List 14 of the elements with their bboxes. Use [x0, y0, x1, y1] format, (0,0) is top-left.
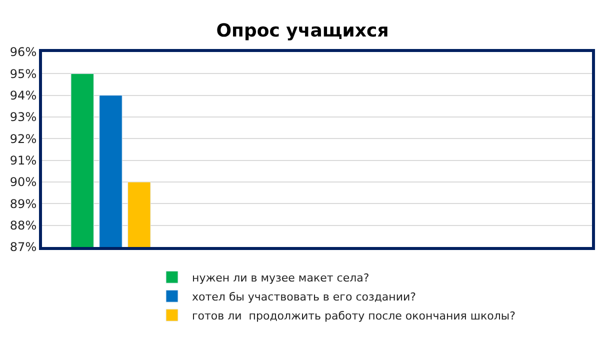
y-tick-label: 89% [10, 196, 37, 211]
y-tick-label: 88% [10, 218, 37, 233]
legend-label: готов ли продолжить работу после окончания школы? [192, 309, 516, 322]
y-tick-label: 90% [10, 175, 37, 190]
legend-label: хотел бы участвовать в его создании? [192, 290, 416, 304]
y-tick-label: 92% [10, 132, 37, 146]
y-tick-label: 87% [10, 240, 37, 254]
y-tick-label: 93% [10, 110, 37, 124]
y-tick-label: 95% [10, 66, 37, 81]
chart-title: Опрос учащихся [216, 20, 389, 42]
legend-label: нужен ли в музее макет села? [192, 271, 370, 284]
y-tick-label: 91% [10, 154, 37, 168]
y-tick-label: 96% [10, 45, 37, 60]
y-tick-label: 94% [10, 88, 37, 103]
